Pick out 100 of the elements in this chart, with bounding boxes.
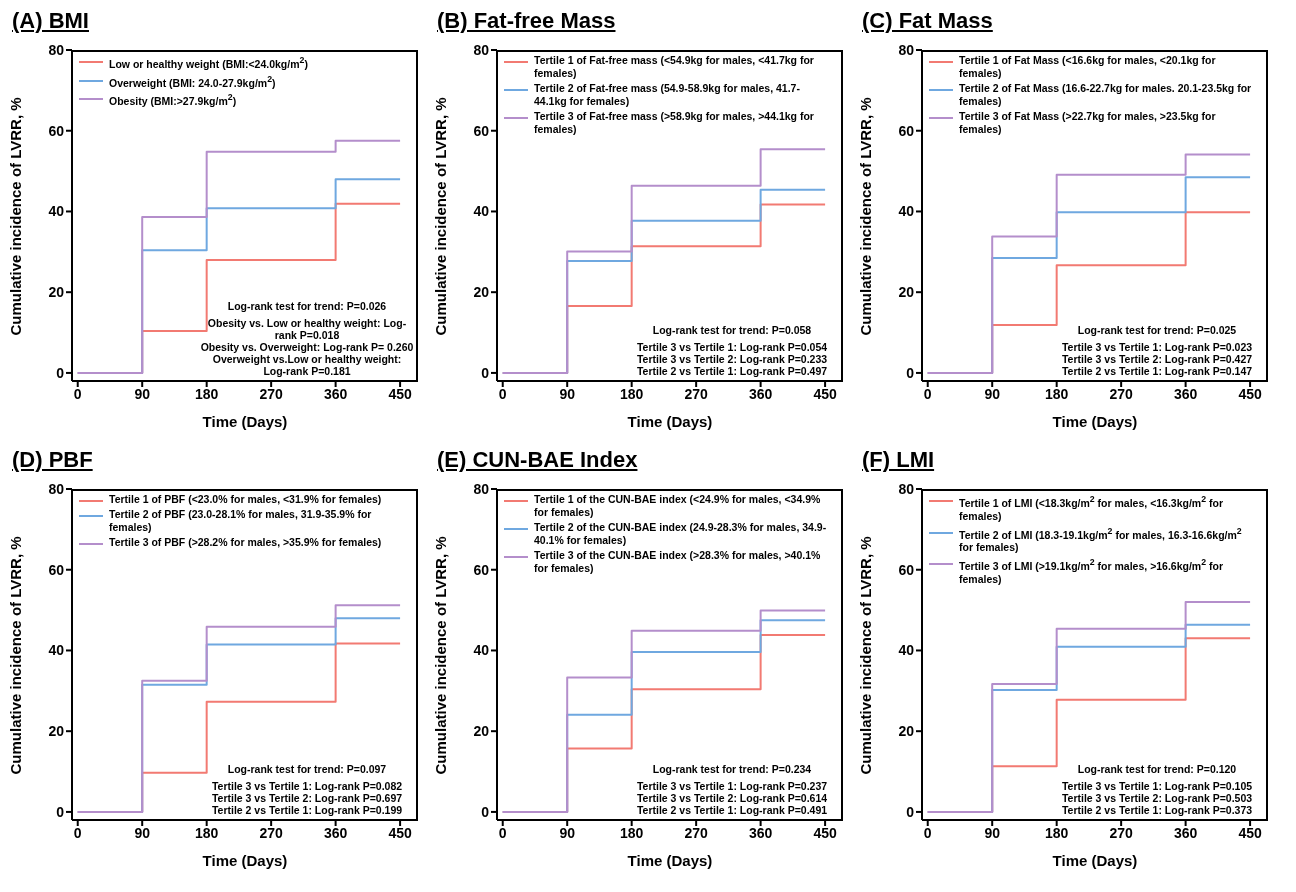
text: Tertile 3 of LMI (>19.1kg/m$^{2}$ for males, >16.6kg/m$^{2}$ for females) [959,557,1223,585]
x-tick-label: 0 [498,824,507,841]
y-tick-label: 0 [481,803,490,820]
y-tick-label: 80 [473,480,490,497]
y-tick-label: 40 [473,203,490,220]
x-axis-title: Time (Days) [627,413,713,430]
y-axis-title: Cumulative incidence of LVRR, % [857,536,875,775]
x-tick-label: 90 [134,385,151,402]
annotation: Tertile 3 vs Tertile 1: Log-rank P=0.082 [210,780,404,792]
annotation: Log-rank test for trend: P=0.234 [651,763,813,775]
x-tick-label: 0 [923,385,932,402]
x-tick-label: 270 [259,824,284,841]
x-tick-label: 0 [923,824,932,841]
annotation: Tertile 2 vs Tertile 1: Log-rank P=0.199 [210,804,404,816]
x-tick-label: 0 [73,385,82,402]
y-tick-label: 80 [898,480,915,497]
annotation: Tertile 3 vs Tertile 1: Log-rank P=0.105 [1060,780,1254,792]
x-tick-label: 90 [559,385,576,402]
chart-title: (F) LMI [861,447,936,474]
y-axis-title: Cumulative incidence of LVRR, % [857,97,875,336]
y-tick-label: 40 [48,203,65,220]
annotation: Overweight vs.Low or healthy weight: Log-rank P=0.181 [211,353,403,377]
annotation: Tertile 3 vs Tertile 2: Log-rank P=0.697 [210,792,404,804]
legend-label: Tertile 3 of the CUN-BAE index (>28.3% for males, >40.1% for females) [534,549,822,575]
x-tick-label: 90 [984,824,1001,841]
y-tick-label: 80 [48,480,65,497]
annotation: Tertile 2 vs Tertile 1: Log-rank P=0.491 [635,804,829,816]
legend-label: Tertile 3 of Fat Mass (>22.7kg for males, >23.5kg for females) [959,110,1217,136]
x-tick-label: 270 [259,385,284,402]
chart-title: (C) Fat Mass [861,8,994,35]
y-axis-title: Cumulative incidence of LVRR, % [7,97,25,336]
chart-title: (A) BMI [11,8,90,35]
y-tick-label: 80 [898,41,915,58]
y-tick-label: 20 [473,284,490,301]
y-tick-label: 0 [906,364,915,381]
annotation: Tertile 3 vs Tertile 1: Log-rank P=0.054 [635,341,829,353]
annotation: Obesity vs. Overweight: Log-rank P= 0.260 [200,341,414,353]
legend-label: Tertile 1 of Fat-free mass (<54.9kg for males, <41.7kg for females) [534,54,815,80]
legend-label: Tertile 2 of the CUN-BAE index (24.9-28.3% for males, 34.9-40.1% for females) [534,521,828,547]
legend-label: Tertile 3 of Fat-free mass (>58.9kg for males, >44.1kg for females) [534,110,815,136]
x-tick-label: 450 [1238,824,1262,841]
y-tick-label: 60 [898,561,915,578]
x-tick-label: 270 [1109,824,1134,841]
x-axis-title: Time (Days) [202,852,288,869]
x-tick-label: 360 [323,385,348,402]
x-tick-label: 450 [813,385,837,402]
y-tick-label: 80 [48,41,65,58]
x-tick-label: 180 [195,824,219,841]
x-tick-label: 0 [498,385,507,402]
y-tick-label: 40 [898,642,915,659]
x-tick-label: 450 [1238,385,1262,402]
annotation: Tertile 2 vs Tertile 1: Log-rank P=0.147 [1060,365,1254,377]
y-tick-label: 20 [473,723,490,740]
legend-label: Tertile 1 of PBF (<23.0% for males, <31.9% for females) [109,493,382,506]
annotation: Obesity vs. Low or healthy weight: Log-rank P=0.018 [206,317,408,341]
y-tick-label: 60 [898,122,915,139]
annotation: Tertile 2 vs Tertile 1: Log-rank P=0.373 [1060,804,1254,816]
legend-label: Obesity (BMI:>27.9kg/m$^{2}$) [109,91,237,108]
annotation: Log-rank test for trend: P=0.026 [226,300,388,312]
x-tick-label: 360 [323,824,348,841]
x-tick-label: 180 [195,385,219,402]
y-tick-label: 40 [48,642,65,659]
y-axis-title: Cumulative incidence of LVRR, % [432,536,450,775]
x-tick-label: 180 [1045,824,1069,841]
y-axis-title: Cumulative incidence of LVRR, % [7,536,25,775]
legend-label: Tertile 2 of Fat-free mass (54.9-58.9kg for males, 41.7-44.1kg for females) [534,82,801,108]
y-tick-label: 0 [906,803,915,820]
y-tick-label: 20 [48,723,65,740]
annotation: Log-rank test for trend: P=0.025 [1076,324,1238,336]
x-axis-title: Time (Days) [1052,413,1138,430]
legend-label: Tertile 3 of PBF (>28.2% for males, >35.9% for females) [109,536,382,549]
annotation: Tertile 3 vs Tertile 2: Log-rank P=0.427 [1060,353,1254,365]
annotation: Tertile 3 vs Tertile 1: Log-rank P=0.023 [1060,341,1254,353]
y-tick-label: 40 [898,203,915,220]
annotation: Tertile 3 vs Tertile 2: Log-rank P=0.503 [1060,792,1254,804]
text: Tertile 1 of LMI (<18.3kg/m$^{2}$ for males, <16.3kg/m$^{2}$ for females) [959,494,1223,522]
legend-label: Low or healthy weight (BMI:<24.0kg/m$^{2}$) [109,54,308,71]
y-tick-label: 60 [473,122,490,139]
y-tick-label: 20 [48,284,65,301]
x-axis-title: Time (Days) [1052,852,1138,869]
annotation: Tertile 2 vs Tertile 1: Log-rank P=0.497 [635,365,829,377]
chart-title: (B) Fat-free Mass [436,8,617,35]
x-tick-label: 270 [1109,385,1134,402]
y-axis-title: Cumulative incidence of LVRR, % [432,97,450,336]
annotation: Tertile 3 vs Tertile 2: Log-rank P=0.614 [635,792,829,804]
y-tick-label: 40 [473,642,490,659]
x-tick-label: 450 [388,824,412,841]
y-tick-label: 60 [48,561,65,578]
legend-label: Tertile 2 of Fat Mass (16.6-22.7kg for males. 20.1-23.5kg for females) [959,82,1253,108]
y-tick-label: 20 [898,284,915,301]
chart-title: (E) CUN-BAE Index [436,447,639,474]
y-tick-label: 0 [481,364,490,381]
x-axis-title: Time (Days) [627,852,713,869]
x-tick-label: 360 [1173,824,1198,841]
legend-label: Tertile 1 of Fat Mass (<16.6kg for males, <20.1kg for females) [959,54,1217,80]
x-tick-label: 90 [559,824,576,841]
annotation: Log-rank test for trend: P=0.058 [651,324,813,336]
legend-label: Overweight (BMI: 24.0-27.9kg/m$^{2}$) [109,72,276,89]
annotation: Log-rank test for trend: P=0.097 [226,763,388,775]
x-tick-label: 450 [813,824,837,841]
